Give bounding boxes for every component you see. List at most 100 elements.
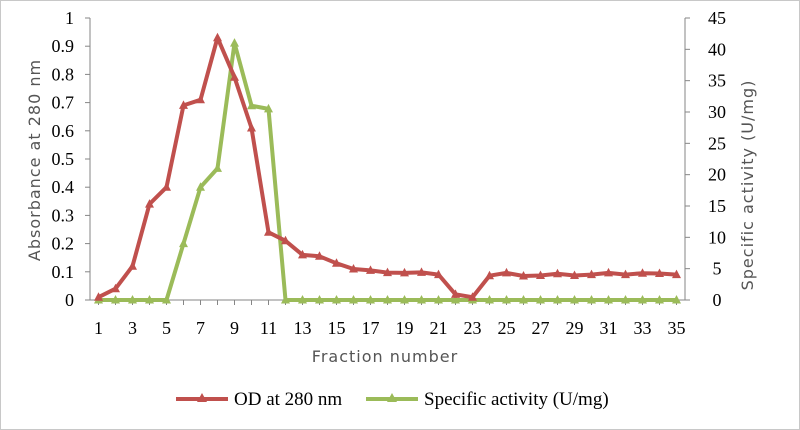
y-right-tick-label: 30 <box>708 102 726 122</box>
data-point-od <box>587 269 596 279</box>
data-point-activity <box>315 295 324 304</box>
y-right-tick-label: 5 <box>713 259 722 279</box>
data-point-activity <box>128 295 137 304</box>
x-tick-label: 33 <box>634 318 652 338</box>
data-point-activity <box>655 295 664 304</box>
legend-item-od: OD at 280 nm <box>176 389 342 410</box>
chart-legend: OD at 280 nm Specific activity (U/mg) <box>176 389 609 410</box>
y-right-tick-label: 10 <box>708 227 726 247</box>
y-left-tick-label: 0.7 <box>52 93 75 113</box>
data-point-activity <box>366 295 375 304</box>
data-point-activity <box>604 295 613 304</box>
data-point-activity <box>434 295 443 304</box>
data-point-activity <box>230 38 239 47</box>
data-point-activity <box>196 182 205 191</box>
x-tick-label: 27 <box>532 318 550 338</box>
y-right-tick-label: 15 <box>708 196 726 216</box>
y-right-tick-label: 45 <box>708 8 726 28</box>
data-point-od <box>213 32 222 42</box>
y-left-tick-label: 0.8 <box>52 64 75 84</box>
data-point-od <box>230 72 239 81</box>
y-left-tick-label: 0.4 <box>52 177 75 197</box>
x-tick-label: 25 <box>498 318 516 338</box>
x-tick-label: 13 <box>294 318 312 338</box>
legend-marker-activity <box>387 393 397 402</box>
data-point-activity <box>179 238 188 248</box>
legend-label-od: OD at 280 nm <box>234 389 342 410</box>
data-point-activity <box>383 295 392 304</box>
data-point-od <box>417 267 426 276</box>
x-tick-label: 21 <box>430 318 448 338</box>
legend-label-activity: Specific activity (U/mg) <box>424 389 609 410</box>
data-point-od <box>281 235 290 245</box>
data-point-activity <box>332 295 341 304</box>
legend-marker-od <box>197 393 207 402</box>
data-point-activity <box>247 100 256 110</box>
series-line-activity <box>98 41 677 302</box>
left-axis-ticks: 0 0.1 0.2 0.3 0.4 0.5 0.6 0.7 0.8 0.9 1 <box>52 8 90 310</box>
x-axis-ticks: 1 3 5 7 9 11 13 15 17 19 21 23 25 27 29 31 33 35 <box>94 300 686 338</box>
x-tick-label: 7 <box>196 318 205 338</box>
x-tick-label: 23 <box>464 318 482 338</box>
data-point-od <box>485 270 494 280</box>
data-point-od <box>196 94 205 104</box>
legend-item-activity: Specific activity (U/mg) <box>366 389 609 410</box>
data-point-activity <box>502 295 511 304</box>
data-point-od <box>247 123 256 132</box>
data-point-od <box>570 270 579 279</box>
data-point-activity <box>553 295 562 304</box>
series-line-od <box>97 35 677 300</box>
data-point-activity <box>672 295 681 304</box>
data-point-od <box>434 269 443 279</box>
data-point-od <box>315 251 324 260</box>
series-activity <box>94 38 681 304</box>
data-point-od <box>451 289 460 298</box>
y-left-tick-label: 0.3 <box>52 205 75 225</box>
data-point-od <box>536 270 545 279</box>
data-point-od <box>111 283 120 293</box>
data-point-od <box>621 269 630 279</box>
y-left-tick-label: 0 <box>65 290 74 310</box>
data-point-activity <box>638 295 647 304</box>
x-tick-label: 15 <box>328 318 346 338</box>
data-point-activity <box>587 295 596 304</box>
data-point-activity <box>264 103 273 113</box>
data-point-od <box>264 227 273 236</box>
data-point-od <box>145 199 154 208</box>
data-point-od <box>349 264 358 273</box>
x-tick-label: 17 <box>362 318 380 338</box>
data-point-od <box>179 100 188 109</box>
data-point-activity <box>145 295 154 304</box>
data-point-od <box>553 268 562 278</box>
data-point-od <box>502 267 511 277</box>
data-point-od <box>604 267 613 277</box>
x-tick-label: 31 <box>600 318 618 338</box>
y-right-tick-label: 0 <box>713 290 722 310</box>
series-od <box>94 32 681 301</box>
data-point-od <box>332 258 341 267</box>
data-point-activity <box>570 295 579 304</box>
data-point-od <box>655 268 664 277</box>
data-point-activity <box>519 295 528 304</box>
data-point-activity <box>281 295 290 304</box>
y-left-tick-label: 0.2 <box>52 234 75 254</box>
y-left-tick-label: 1 <box>65 8 74 28</box>
data-point-od <box>162 182 171 191</box>
y-left-tick-label: 0.6 <box>52 121 75 141</box>
y-left-tick-label: 0.5 <box>52 149 75 169</box>
y-left-tick-label: 0.9 <box>52 36 75 56</box>
x-tick-label: 9 <box>230 318 239 338</box>
x-tick-label: 19 <box>396 318 414 338</box>
data-point-od <box>400 267 409 277</box>
data-point-od <box>468 292 477 301</box>
series-layer <box>94 32 681 304</box>
x-tick-label: 5 <box>162 318 171 338</box>
data-point-activity <box>621 295 630 304</box>
data-point-od <box>672 269 681 279</box>
data-point-od <box>383 267 392 277</box>
x-tick-label: 3 <box>128 318 137 338</box>
data-point-activity <box>485 295 494 304</box>
data-point-activity <box>162 295 171 304</box>
